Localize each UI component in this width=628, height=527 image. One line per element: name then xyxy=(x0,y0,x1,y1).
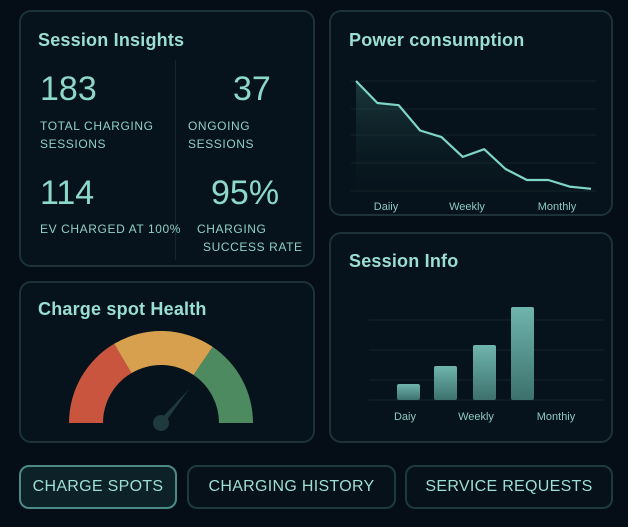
label-line: TOTAL CHARGING xyxy=(40,119,154,133)
power-consumption-title: Power consumption xyxy=(349,30,525,50)
stat-label-success: CHARGING SUCCESS RATE xyxy=(197,220,303,256)
stat-value-success: 95% xyxy=(211,174,280,212)
power-consumption-card: Power consumption Daiiy Weekly Monthly xyxy=(329,10,613,216)
x-tick-label: Monthiy xyxy=(537,411,576,423)
gauge-segment xyxy=(193,346,253,423)
x-tick-label: Weekly xyxy=(458,411,494,423)
x-tick-label: Monthly xyxy=(538,201,577,213)
label-line: SUCCESS RATE xyxy=(203,240,303,254)
charge-spot-health-card: Charge spot Health xyxy=(19,281,315,443)
gauge-needle-hub xyxy=(153,415,169,431)
bar xyxy=(434,366,457,400)
gauge-segment xyxy=(69,343,132,423)
gauge-segment xyxy=(114,331,213,376)
label-line: SESSIONS xyxy=(40,137,107,151)
session-insights-card: Session Insights 183 TOTAL CHARGING SESS… xyxy=(19,10,315,267)
charge-spot-health-title: Charge spot Health xyxy=(38,299,207,319)
charge-spots-button[interactable]: CHARGE SPOTS xyxy=(19,465,177,509)
bar xyxy=(511,307,534,400)
session-info-title: Session Info xyxy=(349,251,459,271)
stat-value-ongoing: 37 xyxy=(233,70,271,108)
charging-history-button[interactable]: CHARGING HISTORY xyxy=(187,465,396,509)
stat-label-ongoing: ONGOING SESSIONS xyxy=(188,119,255,151)
health-gauge xyxy=(69,331,253,431)
x-tick-label: Daiy xyxy=(394,411,417,423)
power-consumption-chart: Daiiy Weekly Monthly xyxy=(351,80,596,213)
session-insights-title: Session Insights xyxy=(38,30,185,50)
label-line: CHARGING xyxy=(197,222,267,236)
bar xyxy=(473,345,496,400)
session-info-card: Session Info Daiy Weekly Monthiy xyxy=(329,232,613,443)
divider xyxy=(175,60,176,260)
x-tick-label: Weekly xyxy=(449,201,485,213)
gauge-needle xyxy=(158,388,190,425)
bar xyxy=(397,384,420,400)
stat-value-charged: 114 xyxy=(40,174,95,212)
service-requests-button[interactable]: SERVICE REQUESTS xyxy=(405,465,613,509)
session-info-chart: Daiy Weekly Monthiy xyxy=(369,307,604,423)
stat-value-total: 183 xyxy=(40,70,97,108)
x-tick-label: Daiiy xyxy=(374,201,399,213)
stat-label-charged: EV CHARGED AT 100% xyxy=(40,222,182,236)
stat-label-total: TOTAL CHARGING SESSIONS xyxy=(40,117,154,153)
series-line xyxy=(355,80,592,190)
area-fill xyxy=(356,81,591,191)
